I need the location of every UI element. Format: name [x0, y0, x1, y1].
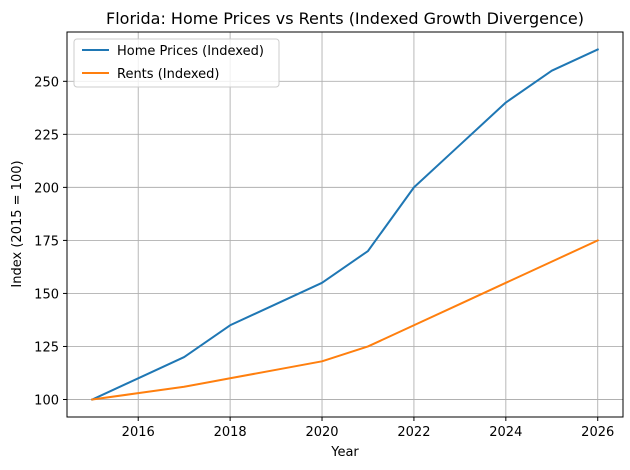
x-tick-label: 2024: [489, 425, 522, 440]
y-tick-label: 150: [34, 287, 59, 302]
y-tick-label: 250: [34, 75, 59, 90]
y-tick-label: 175: [34, 234, 59, 249]
x-tick-label: 2018: [214, 425, 247, 440]
x-tick-label: 2020: [305, 425, 338, 440]
chart-title: Florida: Home Prices vs Rents (Indexed G…: [106, 9, 584, 28]
x-tick-label: 2026: [581, 425, 614, 440]
plot-frame: [66, 31, 624, 418]
legend: Home Prices (Indexed) Rents (Indexed): [73, 38, 280, 88]
x-tick-label: 2022: [397, 425, 430, 440]
y-tick-label: 225: [34, 128, 59, 143]
series-line-rents: [91, 239, 600, 401]
x-axis-label: Year: [330, 445, 359, 460]
x-tick-label: 2016: [122, 425, 155, 440]
legend-box: [73, 38, 280, 88]
series-line-home-prices: [90, 48, 600, 401]
y-tick-label: 100: [34, 394, 59, 409]
legend-label-home-prices: Home Prices (Indexed): [117, 44, 264, 59]
y-axis-label: Index (2015 = 100): [10, 160, 25, 287]
y-tick-label: 125: [34, 340, 59, 355]
series-lines: [90, 48, 600, 401]
grid: [67, 32, 623, 417]
axis-ticks: 2016 2018 2020 2022 2024 2026 100 125 150 175 200 2…: [34, 75, 614, 440]
y-tick-label: 200: [34, 181, 59, 196]
legend-label-rents: Rents (Indexed): [117, 67, 219, 82]
